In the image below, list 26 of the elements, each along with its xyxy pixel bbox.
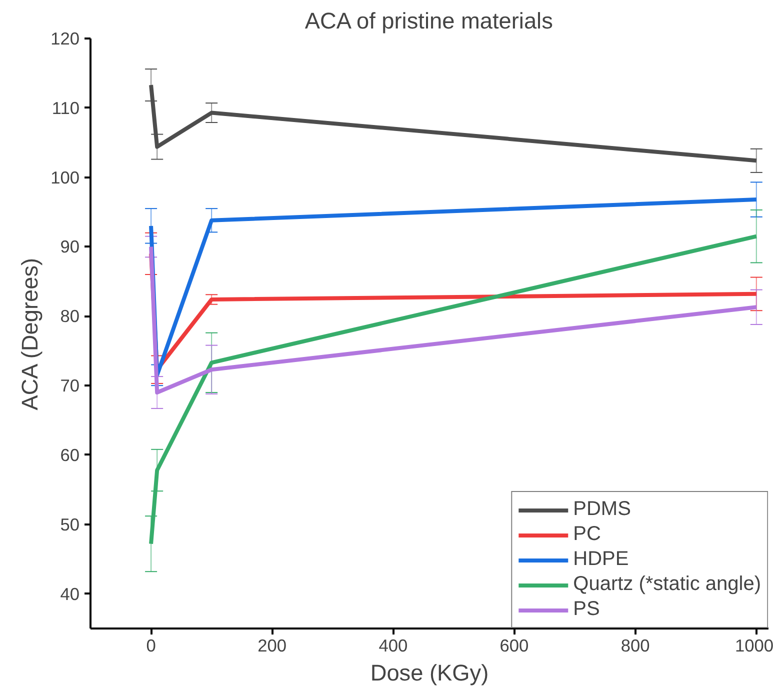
y-tick-label: 60 (60, 444, 80, 465)
y-tick-label: 80 (60, 306, 80, 326)
legend-label: HDPE (573, 548, 629, 571)
x-tick-label: 200 (258, 636, 287, 656)
chart-title: ACA of pristine materials (304, 8, 553, 34)
legend-label: PDMS (573, 498, 631, 521)
y-tick-label: 90 (60, 236, 80, 257)
y-tick-label: 40 (60, 584, 80, 604)
y-tick-label: 70 (60, 376, 80, 396)
legend-label: Quartz (*static angle) (573, 573, 761, 596)
line-series (149, 83, 758, 163)
legend-label: PS (573, 598, 600, 621)
x-tick-label: 800 (620, 636, 650, 656)
x-axis-title: Dose (KGy) (370, 660, 489, 686)
x-tick-label: 600 (500, 636, 529, 656)
line-series (149, 244, 758, 394)
y-tick-label: 110 (52, 98, 80, 118)
x-tick-label: 1000 (734, 636, 773, 656)
y-tick-label: 100 (50, 167, 80, 188)
y-tick-label: 50 (60, 514, 80, 534)
x-tick-label: 400 (378, 636, 408, 656)
legend-label: PC (573, 523, 601, 546)
y-tick-label: 120 (50, 28, 80, 48)
x-tick-label: 0 (146, 636, 156, 656)
y-axis-title: ACA (Degrees) (16, 258, 43, 410)
line-series (149, 234, 758, 546)
